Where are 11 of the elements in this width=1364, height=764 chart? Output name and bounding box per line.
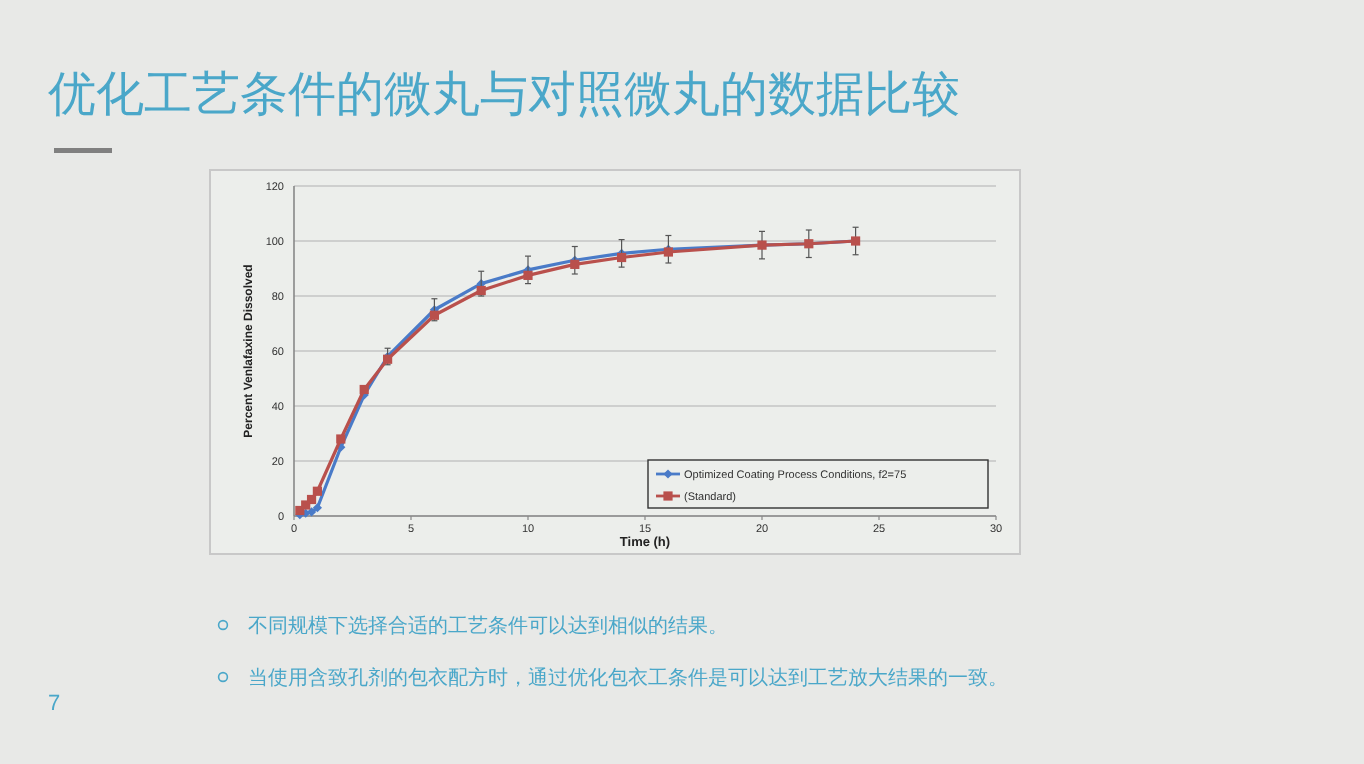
point xyxy=(359,384,369,395)
point xyxy=(523,270,533,280)
point xyxy=(617,252,627,263)
point xyxy=(336,434,346,444)
text: 7 xyxy=(48,692,61,716)
point xyxy=(306,494,317,505)
point xyxy=(312,503,322,513)
text: 当使用含致孔剂的包衣配方时，通过优化包衣工条件是可以达到工艺放大结果的一致。 xyxy=(248,666,1008,690)
text: 不同规模下选择合适的工艺条件可以达到相似的结果。 xyxy=(248,614,728,638)
chart-title: 优化工艺条件的微丸与对照微丸的数据比较 xyxy=(48,68,960,122)
point xyxy=(312,486,322,496)
